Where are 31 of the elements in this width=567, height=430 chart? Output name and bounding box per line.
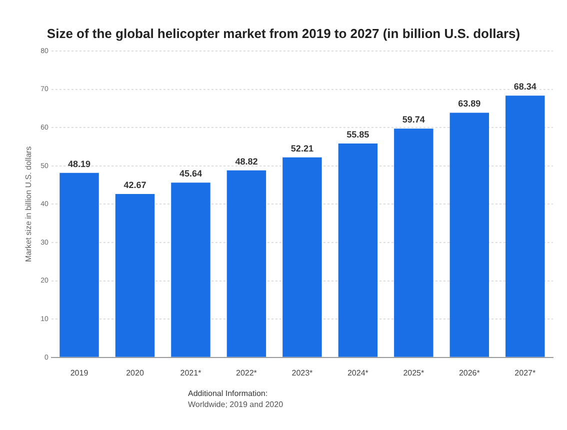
x-tick-label: 2027* — [514, 368, 536, 378]
x-tick-label: 2023* — [292, 368, 313, 378]
x-tick-label: 2019 — [70, 368, 89, 378]
x-tick-label: 2025* — [403, 368, 424, 378]
data-label: 52.21 — [290, 143, 314, 154]
x-tick-label: 2020 — [126, 368, 144, 378]
bar — [394, 128, 434, 357]
bar — [506, 96, 545, 357]
data-label: 48.19 — [68, 158, 91, 169]
y-axis-title: Market size in billion U.S. dollars — [24, 146, 34, 262]
text: Worldwide; 2019 and 2020 — [188, 399, 284, 410]
data-label: 55.85 — [346, 129, 370, 140]
bar — [171, 182, 210, 357]
data-label: 42.67 — [124, 180, 146, 190]
data-label: 59.74 — [402, 114, 425, 125]
x-tick-label: 2026* — [458, 368, 480, 378]
data-label: 48.82 — [235, 156, 258, 166]
data-label: 68.34 — [514, 82, 536, 92]
bar — [338, 143, 378, 357]
bar — [115, 194, 155, 357]
bar — [226, 170, 266, 357]
bar — [282, 157, 322, 357]
data-label: 45.64 — [179, 168, 202, 179]
chart-title: Size of the global helicopter market from 2019 to 2027 (in billion U.S. dollars) — [46, 26, 522, 41]
bar — [60, 172, 99, 357]
data-label: 63.89 — [458, 98, 481, 109]
x-tick-label: 2022* — [236, 368, 257, 378]
x-tick-label: 2024* — [347, 368, 368, 378]
bar — [450, 112, 490, 357]
x-tick-label: 2021* — [180, 368, 202, 378]
text: Additional Information: — [188, 388, 269, 399]
